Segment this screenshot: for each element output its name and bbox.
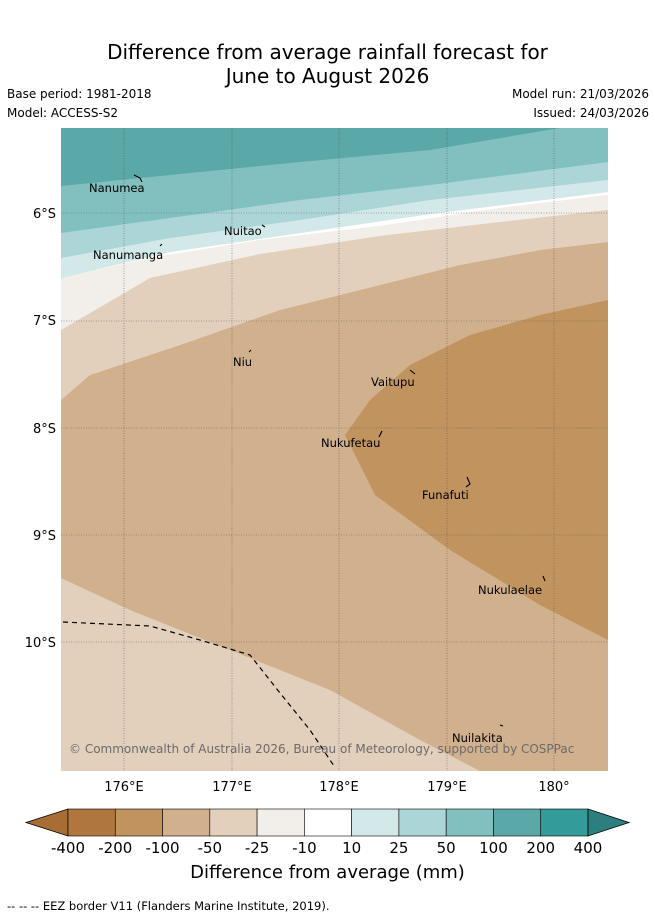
legend-swatch bbox=[67, 808, 116, 837]
legend-tick-label: 400 bbox=[574, 839, 603, 857]
eez-footnote: -- -- -- EEZ border V11 (Flanders Marine… bbox=[7, 899, 330, 913]
band-minus-100 bbox=[345, 300, 608, 640]
legend-swatch bbox=[445, 808, 494, 837]
label-nanumanga: Nanumanga bbox=[93, 248, 163, 262]
island-nanumanga bbox=[159, 243, 163, 247]
island-nuilakita bbox=[499, 724, 504, 727]
lat-label-9s: 9°S bbox=[33, 529, 56, 544]
lon-label-178e: 178°E bbox=[319, 780, 359, 795]
contour-fields: Nanumea Nuitao Nanumanga Niu Vaitupu Nuk… bbox=[61, 128, 608, 771]
title-line-1: Difference from average rainfall forecas… bbox=[107, 40, 548, 64]
label-niu: Niu bbox=[233, 355, 252, 369]
longitude-labels: 176°E 177°E 178°E 179°E 180° bbox=[104, 780, 569, 795]
legend-tick-label: -100 bbox=[146, 839, 180, 857]
island-nukulaelae bbox=[542, 575, 546, 582]
legend-tick-label: -50 bbox=[198, 839, 223, 857]
legend-tick-label: 200 bbox=[526, 839, 555, 857]
lat-label-7s: 7°S bbox=[33, 314, 56, 329]
legend-tick-label: -25 bbox=[245, 839, 270, 857]
legend-swatch bbox=[398, 808, 447, 837]
legend-title: Difference from average (mm) bbox=[190, 862, 465, 883]
label-vaitupu: Vaitupu bbox=[371, 375, 415, 389]
latitude-labels: 6°S 7°S 8°S 9°S 10°S bbox=[25, 207, 56, 651]
lon-label-176e: 176°E bbox=[104, 780, 144, 795]
island-nuitao bbox=[261, 224, 266, 228]
legend-tick-label: -10 bbox=[292, 839, 317, 857]
band-plus-100 bbox=[61, 128, 560, 186]
lon-label-177e: 177°E bbox=[212, 780, 252, 795]
color-legend: -400 -200 -100 -50 -25 -10 10 25 50 100 200 400 bbox=[24, 808, 631, 857]
label-funafuti: Funafuti bbox=[422, 488, 469, 502]
model-name: Model: ACCESS-S2 bbox=[7, 106, 119, 120]
island-vaitupu bbox=[409, 369, 416, 375]
legend-tick-label: 25 bbox=[389, 839, 408, 857]
island-niu bbox=[248, 349, 252, 353]
label-nukulaelae: Nukulaelae bbox=[478, 583, 542, 597]
legend-swatch bbox=[114, 808, 163, 837]
eez-border bbox=[62, 621, 335, 767]
legend-arrow-high bbox=[587, 808, 631, 837]
island-funafuti bbox=[465, 476, 471, 488]
legend-swatch bbox=[256, 808, 305, 837]
base-period: Base period: 1981-2018 bbox=[7, 87, 152, 101]
label-nukufetau: Nukufetau bbox=[321, 436, 380, 450]
band-minus-25-north bbox=[61, 210, 608, 400]
legend-swatch bbox=[304, 808, 352, 837]
lat-label-6s: 6°S bbox=[33, 207, 56, 222]
graticule bbox=[61, 128, 608, 771]
label-nuilakita: Nuilakita bbox=[452, 731, 503, 745]
label-nanumea: Nanumea bbox=[89, 181, 145, 195]
model-run: Model run: 21/03/2026 bbox=[511, 87, 649, 101]
legend-swatch bbox=[162, 808, 211, 837]
legend-swatch bbox=[493, 808, 542, 837]
copyright-credit: © Commonwealth of Australia 2026, Bureau… bbox=[69, 742, 575, 756]
legend-swatch bbox=[351, 808, 400, 837]
lat-label-10s: 10°S bbox=[25, 636, 56, 651]
island-nanumea bbox=[133, 174, 143, 183]
issued-date: Issued: 24/03/2026 bbox=[533, 106, 649, 120]
band-minus-10 bbox=[61, 195, 608, 330]
legend-swatch bbox=[540, 808, 589, 837]
lat-label-8s: 8°S bbox=[33, 422, 56, 437]
lon-label-179e: 179°E bbox=[427, 780, 467, 795]
map-title: Difference from average rainfall forecas… bbox=[0, 40, 655, 88]
legend-tick-label: -200 bbox=[98, 839, 132, 857]
band-neutral bbox=[61, 192, 608, 278]
label-nuitao: Nuitao bbox=[224, 224, 262, 238]
legend-tick-label: 50 bbox=[437, 839, 456, 857]
title-line-2: June to August 2026 bbox=[225, 64, 430, 88]
island-outlines bbox=[133, 174, 546, 727]
legend-swatch bbox=[209, 808, 258, 837]
lon-label-180: 180° bbox=[538, 780, 569, 795]
legend-tick-label: -400 bbox=[51, 839, 85, 857]
island-nukufetau bbox=[378, 430, 383, 438]
legend-tick-label: 10 bbox=[342, 839, 361, 857]
legend-tick-label: 100 bbox=[479, 839, 508, 857]
legend-arrow-low bbox=[24, 808, 69, 837]
